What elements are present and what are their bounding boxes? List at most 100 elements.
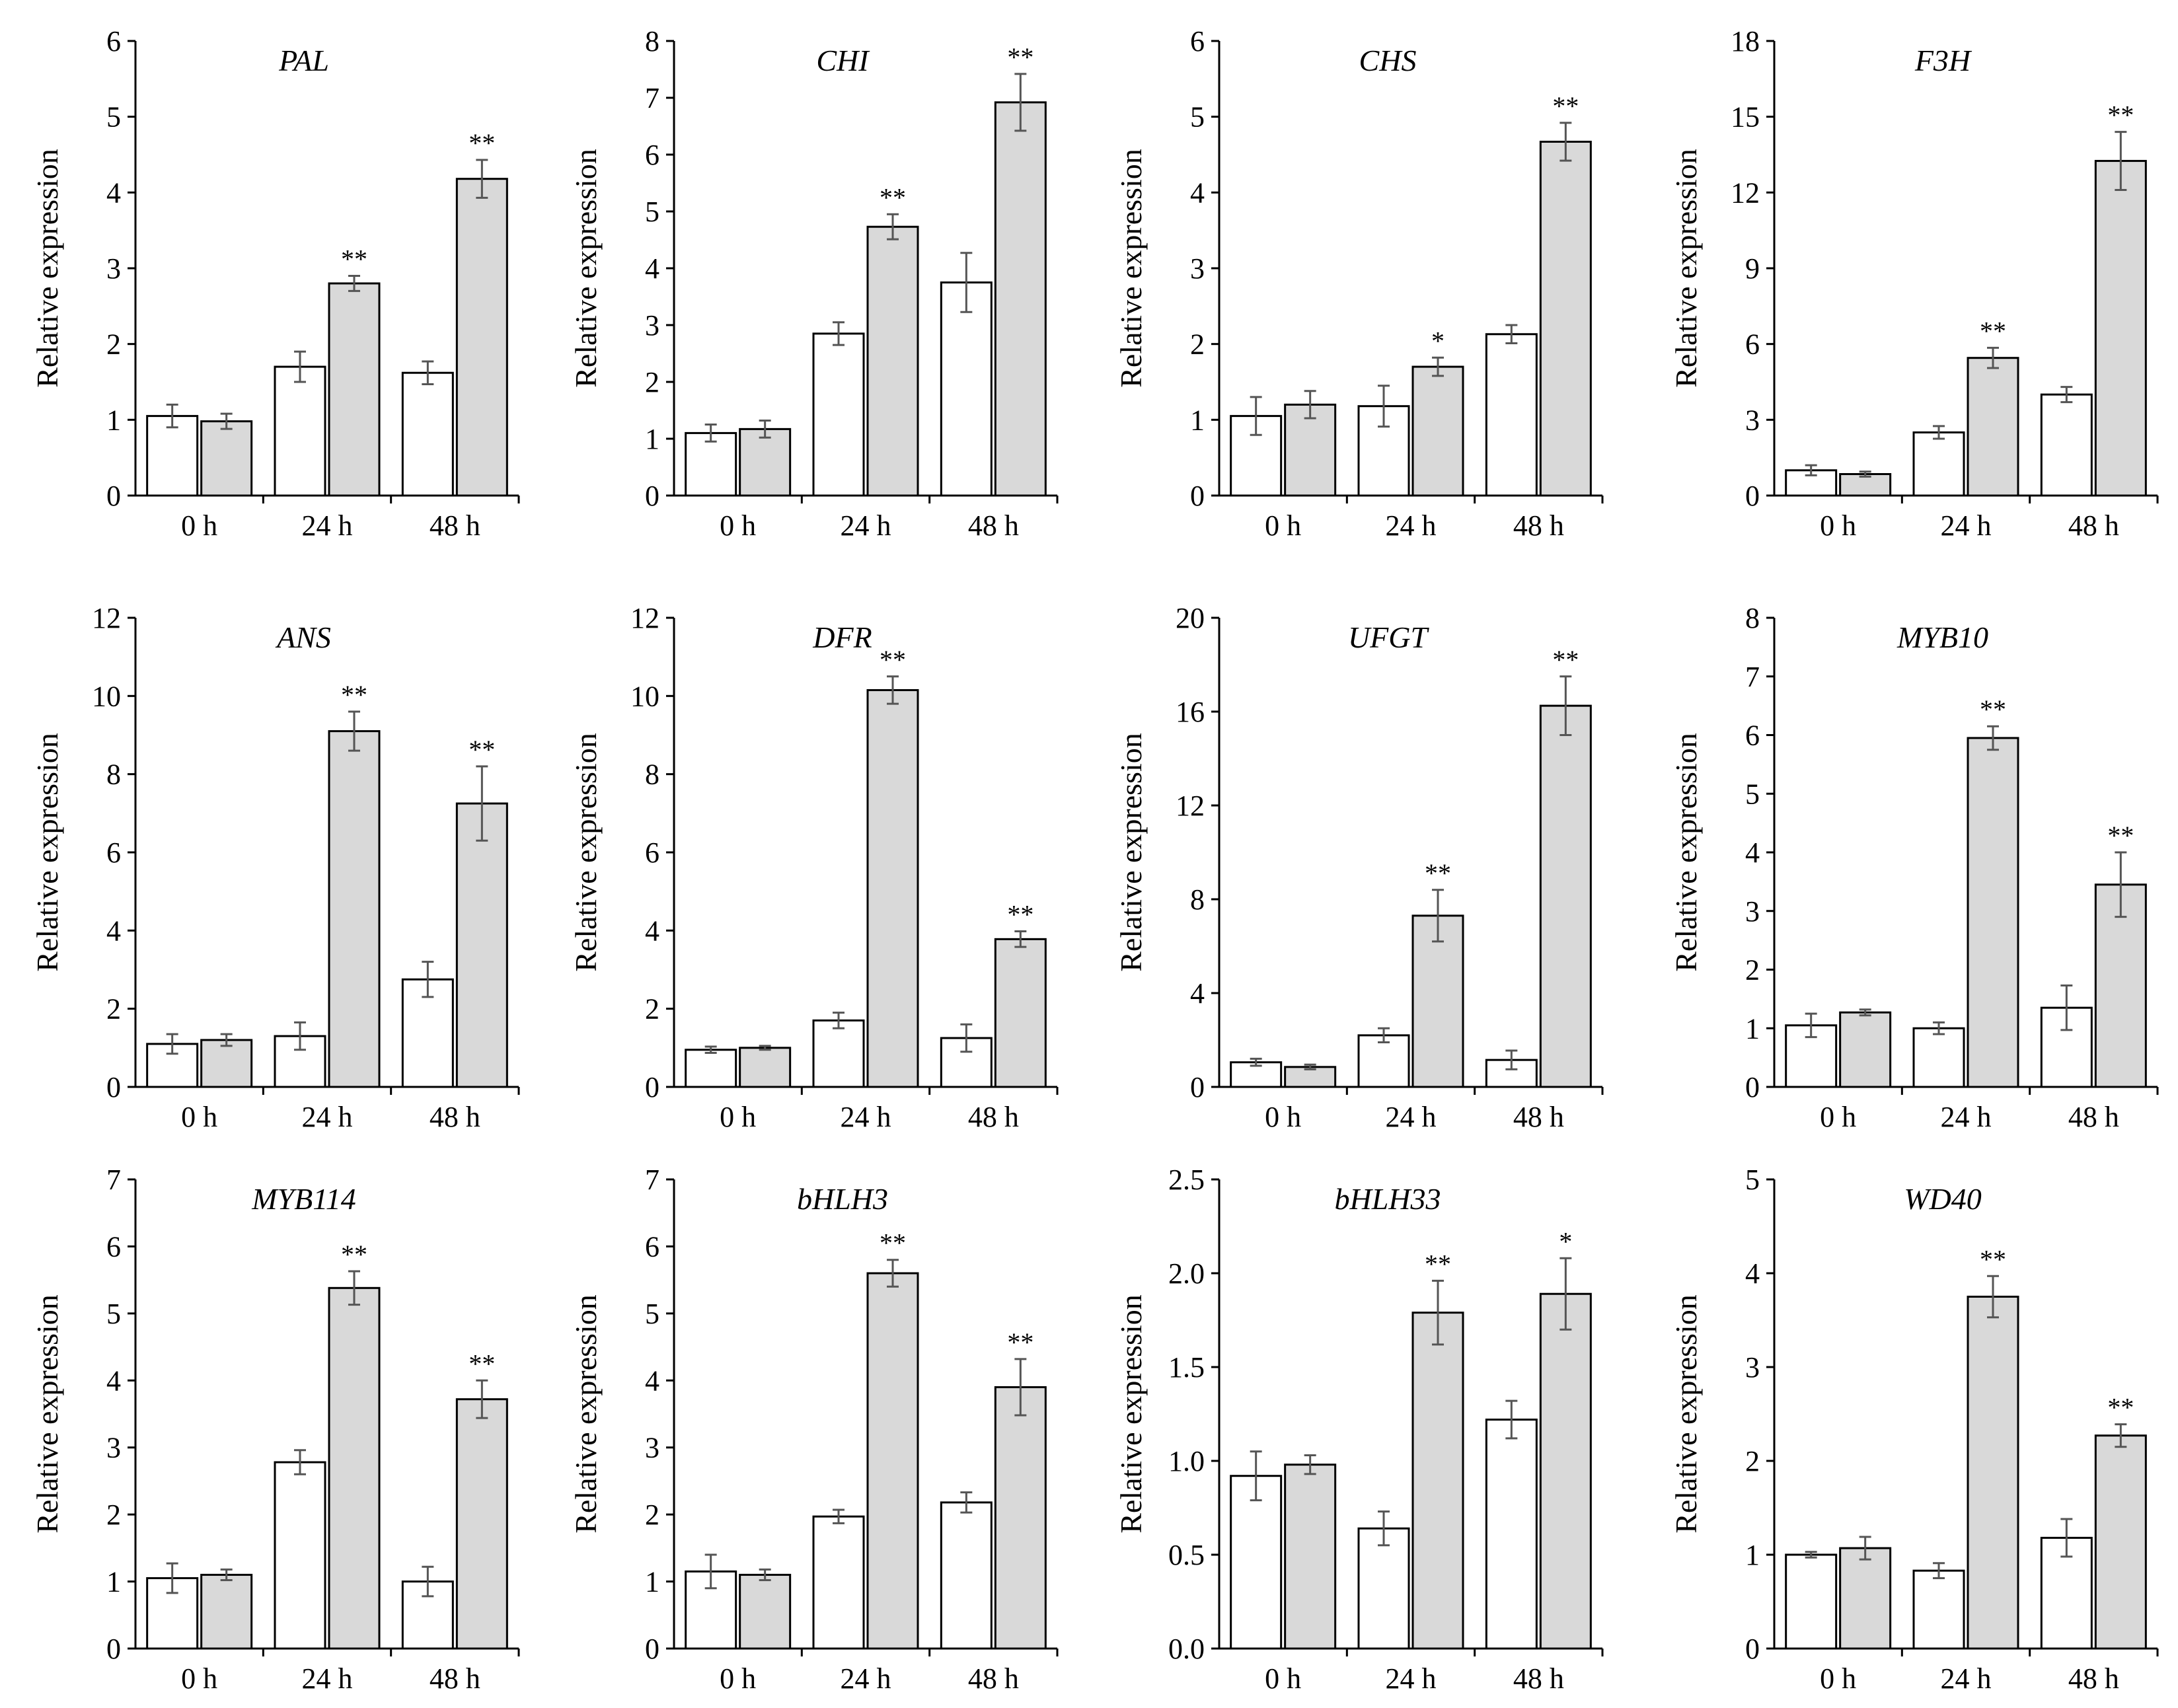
significance-marker: **: [469, 1349, 495, 1378]
bar-treated: [866, 1272, 919, 1650]
y-tick-label: 4: [1745, 1257, 1760, 1290]
bar-treated: [739, 1573, 792, 1650]
y-tick-label: 2: [645, 366, 659, 398]
y-tick-label: 1: [1745, 1539, 1760, 1571]
y-axis-label: Relative expression: [1114, 1294, 1148, 1534]
y-tick-label: 1: [645, 1566, 659, 1598]
y-tick-label: 4: [1190, 977, 1205, 1010]
y-axis-label: Relative expression: [30, 1294, 64, 1534]
bar-treated: [455, 802, 508, 1088]
bar-control: [146, 1043, 199, 1088]
bar-control: [685, 1049, 737, 1088]
chart-title: F3H: [1914, 44, 1972, 77]
x-tick-label: 0 h: [1820, 1101, 1856, 1133]
chart-panel-bhlh3: 0 1 2 3 4 5 6 7 Relative expression bHLH3 0 h 24 h *…: [569, 1164, 1059, 1695]
chart-panel-pal: 0 1 2 3 4 5 6 Relative expression PAL 0 h 24 h ** 48…: [30, 25, 520, 542]
y-tick-label: 0.0: [1168, 1633, 1205, 1665]
y-tick-label: 1: [106, 404, 121, 436]
y-tick-label: 7: [645, 1164, 659, 1196]
y-tick-label: 4: [106, 176, 121, 209]
y-tick-label: 2.5: [1168, 1164, 1205, 1196]
y-tick-label: 9: [1745, 252, 1760, 285]
y-tick-label: 12: [1176, 790, 1205, 822]
significance-marker: **: [2107, 100, 2134, 130]
y-tick-label: 1: [106, 1566, 121, 1598]
chart-panel-chi: 0 1 2 3 4 5 6 7 8 Relative expression CHI 0 h 24 h **…: [569, 25, 1059, 542]
x-tick-label: 24 h: [1941, 1101, 1992, 1133]
x-tick-label: 48 h: [968, 1662, 1019, 1695]
bar-control: [1485, 1419, 1538, 1650]
y-axis-label: Relative expression: [569, 733, 603, 972]
y-tick-label: 4: [645, 914, 659, 947]
x-tick-label: 48 h: [2068, 509, 2119, 542]
y-tick-label: 3: [106, 1432, 121, 1464]
chart-title: WD40: [1904, 1182, 1982, 1216]
chart-panel-ans: 0 2 4 6 8 10 12 Relative expression ANS 0 h 24 h **…: [30, 602, 520, 1133]
y-tick-label: 10: [630, 680, 659, 712]
y-tick-label: 3: [1190, 252, 1205, 285]
chart-panel-chs: 0 1 2 3 4 5 6 Relative expression CHS 0 h 24 h * 48 …: [1114, 25, 1604, 542]
x-tick-label: 0 h: [1820, 509, 1856, 542]
y-tick-label: 12: [630, 602, 659, 634]
y-tick-label: 8: [645, 25, 659, 57]
x-tick-label: 0 h: [720, 1662, 756, 1695]
y-tick-label: 5: [1745, 778, 1760, 810]
bar-treated: [1839, 1547, 1892, 1650]
y-tick-label: 3: [1745, 895, 1760, 928]
chart-title: MYB114: [251, 1182, 356, 1216]
y-tick-label: 4: [106, 1364, 121, 1397]
bar-treated: [455, 178, 508, 497]
bar-treated: [994, 1386, 1047, 1650]
bar-control: [685, 431, 737, 497]
y-tick-label: 15: [1731, 101, 1760, 133]
chart-panel-myb114: 0 1 2 3 4 5 6 7 Relative expression MYB114 0 h 24 h…: [30, 1164, 520, 1695]
y-axis-label: Relative expression: [30, 733, 64, 972]
chart-panel-myb10: 0 1 2 3 4 5 6 7 8 Relative expression MYB10 0 h 24 h…: [1669, 602, 2159, 1133]
y-axis-label: Relative expression: [1669, 149, 1703, 388]
x-tick-label: 24 h: [302, 509, 353, 542]
x-tick-label: 0 h: [1265, 1101, 1301, 1133]
y-tick-label: 7: [106, 1164, 121, 1196]
bar-treated: [1967, 1296, 2019, 1650]
bar-treated: [866, 688, 919, 1088]
bar-treated: [994, 101, 1047, 497]
bar-treated: [1539, 704, 1592, 1088]
y-tick-label: 8: [106, 759, 121, 791]
x-tick-label: 0 h: [181, 509, 217, 542]
bar-control: [1912, 1027, 1965, 1088]
bar-treated: [1539, 1292, 1592, 1650]
y-tick-label: 2.0: [1168, 1257, 1205, 1290]
bar-control: [1357, 1034, 1410, 1088]
y-tick-label: 6: [1745, 328, 1760, 361]
bar-treated: [1967, 737, 2019, 1088]
bar-treated: [994, 938, 1047, 1088]
y-tick-label: 0: [1745, 480, 1760, 512]
bar-treated: [1967, 357, 2019, 497]
y-tick-label: 3: [1745, 1351, 1760, 1384]
significance-marker: **: [2107, 1393, 2134, 1423]
y-tick-label: 6: [106, 1230, 121, 1263]
bar-control: [1912, 1569, 1965, 1650]
y-tick-label: 12: [1731, 176, 1760, 209]
x-tick-label: 48 h: [2068, 1101, 2119, 1133]
x-tick-label: 24 h: [841, 1101, 891, 1133]
x-tick-label: 0 h: [181, 1662, 217, 1695]
bar-treated: [739, 427, 792, 497]
bar-treated: [1284, 1464, 1337, 1650]
y-tick-label: 6: [645, 836, 659, 869]
chart-title: PAL: [278, 44, 329, 77]
bar-treated: [1411, 914, 1464, 1088]
y-tick-label: 0: [106, 480, 121, 512]
y-tick-label: 8: [1190, 883, 1205, 916]
bar-treated: [328, 730, 381, 1088]
significance-marker: *: [1431, 326, 1445, 355]
y-tick-label: 4: [645, 1364, 659, 1397]
bar-treated: [1839, 1011, 1892, 1088]
y-tick-label: 0: [1745, 1633, 1760, 1665]
y-axis-label: Relative expression: [1114, 733, 1148, 972]
bar-treated: [1411, 365, 1464, 497]
significance-marker: **: [2107, 821, 2134, 850]
y-tick-label: 0: [106, 1071, 121, 1103]
significance-marker: **: [341, 1240, 367, 1269]
significance-marker: **: [1007, 1327, 1033, 1357]
